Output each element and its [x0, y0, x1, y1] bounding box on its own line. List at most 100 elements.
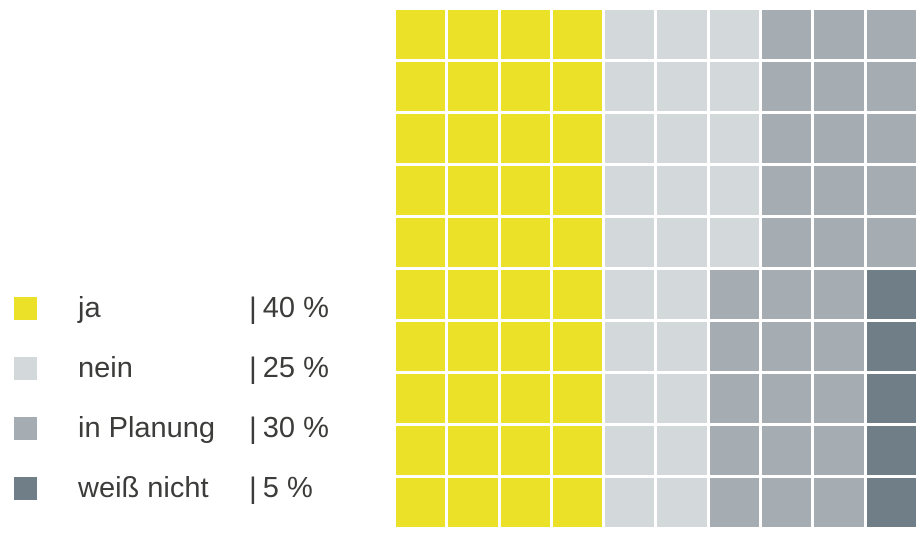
waffle-cell-ja [396, 426, 446, 475]
waffle-cell-in Planung [814, 114, 864, 163]
legend-separator: | [249, 291, 257, 325]
legend-separator: | [249, 411, 257, 445]
waffle-cell-in Planung [762, 114, 812, 163]
waffle-cell-ja [552, 166, 603, 215]
waffle-cell-in Planung [814, 10, 864, 59]
waffle-cell-ja [552, 322, 603, 371]
waffle-cell-in Planung [814, 218, 864, 267]
legend-swatch [14, 357, 37, 380]
waffle-cell-in Planung [709, 322, 760, 371]
legend-value: 25 % [262, 352, 329, 384]
waffle-cell-ja [500, 62, 550, 111]
waffle-cell-nein [605, 62, 655, 111]
waffle-cell-in Planung [709, 270, 760, 319]
waffle-cell-in Planung [814, 166, 864, 215]
waffle-cell-in Planung [814, 374, 864, 423]
waffle-cell-in Planung [814, 270, 864, 319]
legend-label: in Planung [78, 412, 216, 444]
waffle-cell-ja [552, 218, 603, 267]
waffle-cell-nein [709, 218, 760, 267]
waffle-cell-weiß nicht [866, 322, 916, 371]
waffle-cell-nein [605, 218, 655, 267]
waffle-cell-ja [500, 478, 550, 527]
waffle-cell-ja [396, 478, 446, 527]
waffle-cell-ja [500, 114, 550, 163]
waffle-cell-nein [605, 374, 655, 423]
waffle-cell-nein [657, 426, 707, 475]
legend-swatch [14, 417, 37, 440]
waffle-cell-ja [552, 62, 603, 111]
waffle-cell-ja [552, 478, 603, 527]
legend-value: 5 % [262, 472, 313, 504]
waffle-cell-in Planung [709, 478, 760, 527]
waffle-cell-in Planung [866, 218, 916, 267]
waffle-cell-nein [657, 270, 707, 319]
waffle-cell-in Planung [762, 10, 812, 59]
waffle-cell-in Planung [709, 426, 760, 475]
waffle-cell-ja [396, 114, 446, 163]
waffle-cell-in Planung [709, 374, 760, 423]
waffle-cell-weiß nicht [866, 426, 916, 475]
waffle-cell-in Planung [762, 322, 812, 371]
waffle-cell-weiß nicht [866, 270, 916, 319]
waffle-cell-in Planung [866, 166, 916, 215]
waffle-cell-ja [500, 322, 550, 371]
waffle-cell-ja [396, 322, 446, 371]
waffle-cell-in Planung [866, 62, 916, 111]
waffle-cell-nein [657, 374, 707, 423]
legend-item: in Planung | 30 % [14, 412, 329, 444]
waffle-cell-ja [448, 478, 498, 527]
waffle-cell-ja [396, 62, 446, 111]
waffle-cell-ja [448, 62, 498, 111]
legend-item: ja | 40 % [14, 292, 329, 324]
waffle-cell-ja [448, 426, 498, 475]
waffle-cell-in Planung [762, 62, 812, 111]
legend-value: 30 % [262, 412, 329, 444]
chart-legend: ja | 40 % nein | 25 % in Planung | 30 % weiß nich… [14, 292, 329, 504]
waffle-cell-ja [552, 426, 603, 475]
waffle-cell-ja [500, 10, 550, 59]
waffle-cell-in Planung [814, 62, 864, 111]
waffle-cell-in Planung [814, 322, 864, 371]
waffle-cell-weiß nicht [866, 374, 916, 423]
waffle-cell-ja [448, 10, 498, 59]
waffle-cell-nein [709, 62, 760, 111]
waffle-cell-ja [448, 166, 498, 215]
legend-separator: | [249, 351, 257, 385]
waffle-cell-in Planung [762, 426, 812, 475]
waffle-cell-ja [500, 270, 550, 319]
waffle-cell-in Planung [866, 114, 916, 163]
waffle-cell-ja [500, 218, 550, 267]
legend-swatch [14, 477, 37, 500]
waffle-cell-ja [500, 426, 550, 475]
waffle-cell-in Planung [762, 270, 812, 319]
legend-item: nein | 25 % [14, 352, 329, 384]
waffle-cell-ja [448, 374, 498, 423]
waffle-cell-nein [657, 478, 707, 527]
legend-separator: | [249, 471, 257, 505]
waffle-cell-nein [657, 218, 707, 267]
waffle-cell-nein [709, 166, 760, 215]
waffle-cell-ja [396, 166, 446, 215]
waffle-cell-in Planung [762, 166, 812, 215]
waffle-cell-in Planung [814, 426, 864, 475]
waffle-grid [396, 10, 916, 527]
waffle-cell-ja [448, 114, 498, 163]
waffle-cell-in Planung [866, 10, 916, 59]
legend-label: weiß nicht [78, 472, 209, 504]
waffle-cell-in Planung [814, 478, 864, 527]
waffle-cell-ja [396, 10, 446, 59]
waffle-cell-in Planung [762, 478, 812, 527]
legend-value: 40 % [262, 292, 329, 324]
waffle-cell-nein [605, 426, 655, 475]
waffle-cell-nein [605, 478, 655, 527]
waffle-cell-nein [657, 62, 707, 111]
waffle-cell-ja [448, 322, 498, 371]
waffle-cell-nein [605, 270, 655, 319]
waffle-cell-nein [605, 166, 655, 215]
waffle-cell-nein [657, 166, 707, 215]
waffle-cell-ja [396, 270, 446, 319]
waffle-cell-in Planung [762, 218, 812, 267]
waffle-cell-nein [605, 10, 655, 59]
waffle-cell-nein [657, 322, 707, 371]
